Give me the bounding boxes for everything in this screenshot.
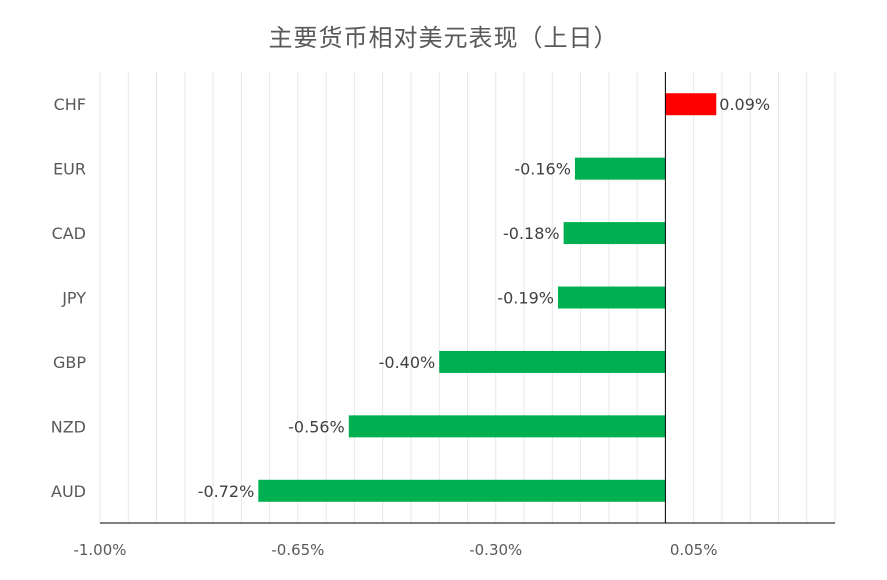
bar-gbp xyxy=(439,350,666,373)
labels: CHF 0.09% EUR -0.16% CAD -0.18% JPY -0.19% GBP -0… xyxy=(51,95,770,559)
category-label: AUD xyxy=(51,482,86,501)
category-label: GBP xyxy=(53,353,86,372)
axes xyxy=(100,72,835,524)
bar-aud xyxy=(258,479,666,502)
bar-jpy xyxy=(557,286,666,309)
category-label: NZD xyxy=(51,417,86,436)
x-tick-label: -1.00% xyxy=(73,541,126,559)
bars xyxy=(258,93,717,502)
x-tick-label: -0.30% xyxy=(469,541,522,559)
data-label: -0.16% xyxy=(514,160,571,179)
category-label: CAD xyxy=(52,224,86,243)
data-label: -0.19% xyxy=(497,289,554,308)
x-tick-label: 0.05% xyxy=(670,541,718,559)
x-tick-label: -0.65% xyxy=(271,541,324,559)
category-label: EUR xyxy=(53,160,86,179)
chart-title: 主要货币相对美元表现（上日） xyxy=(268,24,619,52)
bar-nzd xyxy=(348,415,666,438)
category-label: CHF xyxy=(54,95,86,114)
data-label: -0.18% xyxy=(503,224,560,243)
data-label: -0.72% xyxy=(198,482,255,501)
bar-eur xyxy=(574,157,666,180)
data-label: -0.56% xyxy=(288,417,345,436)
data-label: -0.40% xyxy=(379,353,436,372)
bar-cad xyxy=(563,222,666,245)
gridlines xyxy=(99,72,836,523)
category-label: JPY xyxy=(61,289,86,308)
bar-chf xyxy=(665,93,717,116)
data-label: 0.09% xyxy=(719,95,770,114)
